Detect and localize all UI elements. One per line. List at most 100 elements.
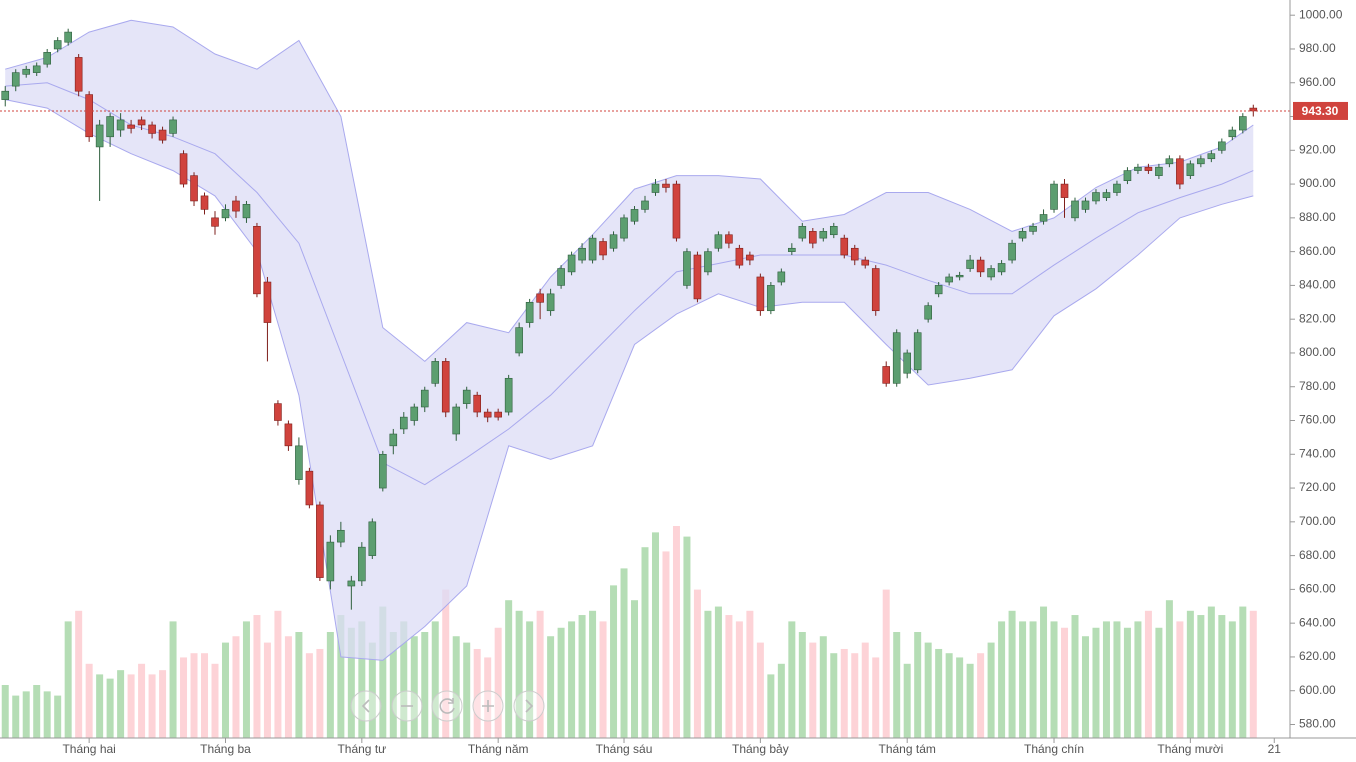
candle-body	[955, 274, 964, 278]
volume-bar	[1228, 621, 1236, 738]
band-upper	[5, 19, 1254, 363]
candle-layer	[1, 28, 1258, 610]
candle-body	[557, 268, 565, 286]
candle-body	[379, 453, 387, 489]
volume-bar	[914, 632, 922, 738]
volume-bar	[631, 600, 639, 738]
candle-body	[536, 293, 544, 303]
candle-body	[1228, 129, 1237, 138]
candle-body	[305, 470, 314, 506]
volume-bar	[463, 642, 471, 738]
volume-bar	[263, 642, 271, 738]
volume-bar	[232, 636, 240, 738]
candle-body	[913, 332, 922, 371]
candle-body	[1218, 141, 1226, 151]
volume-bar	[557, 627, 565, 738]
volume-bar	[693, 589, 701, 738]
candle-body	[1081, 200, 1090, 210]
volume-bar	[1029, 621, 1037, 738]
candle-body	[819, 231, 828, 239]
candle-body	[1134, 166, 1142, 171]
candle-body	[662, 183, 670, 188]
scroll-right-button[interactable]	[513, 690, 545, 722]
y-tick-label: 720.00	[1299, 480, 1336, 494]
volume-bar	[1113, 621, 1121, 738]
candle-body	[683, 251, 691, 286]
candle-body	[1197, 158, 1205, 165]
volume-bar	[242, 621, 250, 738]
volume-bar	[1176, 621, 1184, 738]
candle-body	[630, 209, 639, 222]
scroll-left-button[interactable]	[350, 690, 382, 722]
volume-bar	[704, 610, 712, 738]
candle-body	[924, 305, 932, 320]
candle-body	[462, 389, 471, 404]
candle-body	[997, 263, 1006, 273]
candle-body	[410, 406, 419, 421]
candle-body	[609, 234, 618, 249]
volume-bar	[1197, 615, 1205, 738]
navigation	[350, 690, 545, 722]
x-tick-label: Tháng ba	[200, 742, 251, 756]
volume-bar	[431, 621, 439, 738]
candle-body	[1165, 158, 1174, 165]
volume-bar	[305, 653, 313, 738]
zoom-out-button[interactable]	[391, 690, 423, 722]
reset-button[interactable]	[431, 690, 463, 722]
volume-bar	[756, 642, 764, 738]
candle-body	[95, 124, 104, 148]
volume-bar	[379, 606, 387, 738]
candle-body	[74, 57, 83, 92]
candle-body	[756, 276, 765, 312]
volume-bar	[725, 615, 733, 738]
volume-bar	[1, 685, 9, 738]
volume-bar	[536, 610, 544, 738]
candle-body	[179, 153, 188, 185]
candle-body	[1060, 183, 1069, 198]
volume-bar	[788, 621, 796, 738]
candle-body	[211, 217, 219, 227]
candle-body	[53, 40, 62, 50]
candle-body	[987, 268, 995, 278]
volume-bar	[809, 642, 817, 738]
volume-bar	[358, 621, 366, 738]
volume-bar	[316, 648, 324, 738]
y-tick-label: 900.00	[1299, 176, 1336, 190]
candle-body	[116, 119, 125, 131]
candle-body	[43, 52, 51, 65]
volume-bar	[1102, 621, 1110, 738]
candle-body	[358, 546, 366, 582]
y-tick-label: 920.00	[1299, 142, 1336, 156]
y-tick-label: 1000.00	[1299, 7, 1343, 21]
candle-body	[788, 247, 796, 252]
volume-bar	[987, 642, 995, 738]
candle-body	[473, 394, 481, 413]
candle-body	[599, 241, 607, 256]
volume-bar	[201, 653, 209, 738]
volume-bar	[505, 600, 513, 738]
candle-body	[431, 361, 440, 384]
volume-bar	[1186, 610, 1194, 738]
candle-body	[326, 541, 335, 582]
volume-bar	[966, 663, 974, 738]
candle-body	[11, 72, 20, 87]
volume-bar	[526, 621, 534, 738]
volume-bar	[662, 551, 670, 738]
volume-bar	[903, 663, 911, 738]
volume-bar	[22, 691, 30, 738]
volume-bar	[1092, 627, 1100, 738]
candle-body	[1123, 170, 1132, 182]
zoom-in-button[interactable]	[472, 690, 504, 722]
candle-body	[347, 580, 356, 587]
y-tick-label: 700.00	[1299, 514, 1336, 528]
x-tick-label: Tháng chín	[1024, 742, 1084, 756]
candle-body	[253, 225, 261, 295]
volume-bar	[882, 589, 890, 738]
volume-bar	[945, 653, 953, 738]
x-tick-label: Tháng sáu	[596, 742, 653, 756]
candle-body	[32, 65, 41, 73]
candle-body	[64, 31, 72, 43]
volume-bar	[1134, 621, 1142, 738]
volume-bar	[452, 636, 460, 738]
